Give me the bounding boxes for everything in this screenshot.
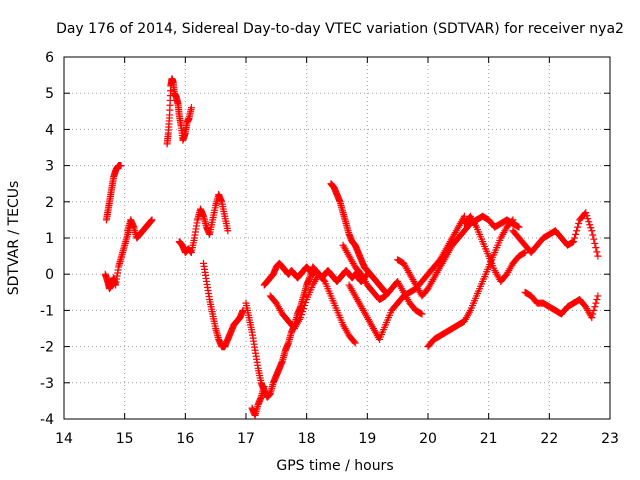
data-point xyxy=(594,292,602,300)
data-point xyxy=(590,306,598,314)
series-arc-h xyxy=(248,382,268,419)
data-point xyxy=(574,223,582,231)
data-point xyxy=(515,223,523,231)
x-tick-label: 19 xyxy=(358,431,376,447)
data-point xyxy=(573,227,581,235)
y-tick-label: -4 xyxy=(40,412,54,428)
data-point xyxy=(418,310,426,318)
y-tick-label: 5 xyxy=(45,86,54,102)
series-arc-n xyxy=(424,216,517,351)
series-arc-d xyxy=(163,75,195,148)
y-tick-label: 1 xyxy=(45,231,54,247)
data-point xyxy=(571,234,579,242)
data-point xyxy=(583,212,591,220)
series-arc-q xyxy=(460,212,529,285)
series-arc-b xyxy=(102,162,125,224)
y-tick-label: 0 xyxy=(45,267,54,283)
x-tick-label: 18 xyxy=(298,431,316,447)
data-point xyxy=(514,223,522,231)
data-point xyxy=(300,305,308,313)
x-tick-label: 14 xyxy=(55,431,73,447)
data-point xyxy=(585,218,593,226)
data-point xyxy=(520,249,528,257)
series-arc-p xyxy=(521,288,602,322)
data-point xyxy=(586,221,594,229)
series-arc-k xyxy=(327,180,390,296)
y-tick-label: -2 xyxy=(40,340,54,356)
x-tick-label: 20 xyxy=(419,431,437,447)
data-point xyxy=(587,224,595,232)
y-tick-label: 2 xyxy=(45,195,54,211)
data-point xyxy=(521,248,529,256)
data-point xyxy=(572,230,580,238)
data-point xyxy=(593,296,601,304)
data-point xyxy=(302,299,310,307)
x-tick-label: 22 xyxy=(540,431,558,447)
data-point xyxy=(297,314,305,322)
data-point xyxy=(351,339,359,347)
data-point xyxy=(320,276,328,284)
y-tick-label: -1 xyxy=(40,303,54,319)
series-arc-e xyxy=(175,191,232,256)
data-point xyxy=(590,235,598,243)
x-axis-label: GPS time / hours xyxy=(276,458,393,474)
chart-title: Day 176 of 2014, Sidereal Day-to-day VTE… xyxy=(56,21,624,37)
series-arc-g xyxy=(242,263,323,401)
data-point xyxy=(582,209,590,217)
x-tick-label: 21 xyxy=(480,431,498,447)
data-points xyxy=(101,75,602,419)
data-point xyxy=(593,248,601,256)
series-arc-i xyxy=(260,259,371,289)
y-axis-label: SDTVAR / TECUs xyxy=(6,181,22,296)
data-point xyxy=(508,217,516,225)
data-point xyxy=(594,252,602,260)
data-point xyxy=(575,220,583,228)
data-point xyxy=(148,216,156,224)
data-point xyxy=(592,299,600,307)
data-point xyxy=(589,310,597,318)
x-tick-label: 17 xyxy=(237,431,255,447)
data-point xyxy=(591,303,599,311)
series-arc-r xyxy=(339,241,426,318)
y-tick-label: 4 xyxy=(45,122,54,138)
data-point xyxy=(592,244,600,252)
x-tick-label: 15 xyxy=(116,431,134,447)
data-point xyxy=(187,104,195,112)
data-point xyxy=(588,314,596,322)
grid-lines xyxy=(64,57,610,419)
data-point xyxy=(299,308,307,316)
series-arc-f xyxy=(200,259,247,351)
y-tick-label: 6 xyxy=(45,50,54,66)
series-arc-c xyxy=(124,216,156,242)
data-point xyxy=(224,227,232,235)
data-point xyxy=(417,309,425,317)
data-point xyxy=(588,227,596,235)
data-point xyxy=(298,311,306,319)
y-tick-label: -3 xyxy=(40,376,54,392)
data-point xyxy=(569,238,577,246)
data-point xyxy=(301,302,309,310)
series-arc-j xyxy=(266,270,359,347)
y-tick-label: 3 xyxy=(45,159,54,175)
data-point xyxy=(591,239,599,247)
data-point xyxy=(509,216,517,224)
series-arc-o xyxy=(509,209,602,260)
data-point xyxy=(589,231,597,239)
data-point xyxy=(570,238,578,246)
x-tick-label: 16 xyxy=(176,431,194,447)
x-tick-label: 23 xyxy=(601,431,619,447)
data-point xyxy=(117,162,125,170)
data-point xyxy=(584,215,592,223)
data-point xyxy=(350,338,358,346)
data-point xyxy=(460,212,468,220)
data-point xyxy=(260,382,268,390)
